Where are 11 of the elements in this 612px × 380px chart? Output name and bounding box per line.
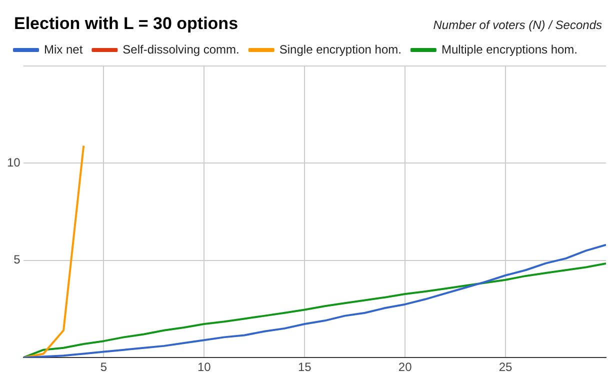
legend-label: Self-dissolving comm. <box>122 42 240 56</box>
x-tick-label: 10 <box>197 360 212 374</box>
x-tick-label: 20 <box>398 360 412 374</box>
chart-title: Election with L = 30 options <box>14 14 238 34</box>
x-tick-label: 15 <box>298 360 312 374</box>
legend-label: Mix net <box>44 42 84 56</box>
chart-subtitle: Number of voters (N) / Seconds <box>433 18 602 32</box>
x-tick-label: 25 <box>498 360 513 374</box>
x-tick-label: 5 <box>100 360 108 374</box>
legend-label: Multiple encryptions hom. <box>441 42 578 56</box>
legend-label: Single encryption hom. <box>279 42 402 56</box>
